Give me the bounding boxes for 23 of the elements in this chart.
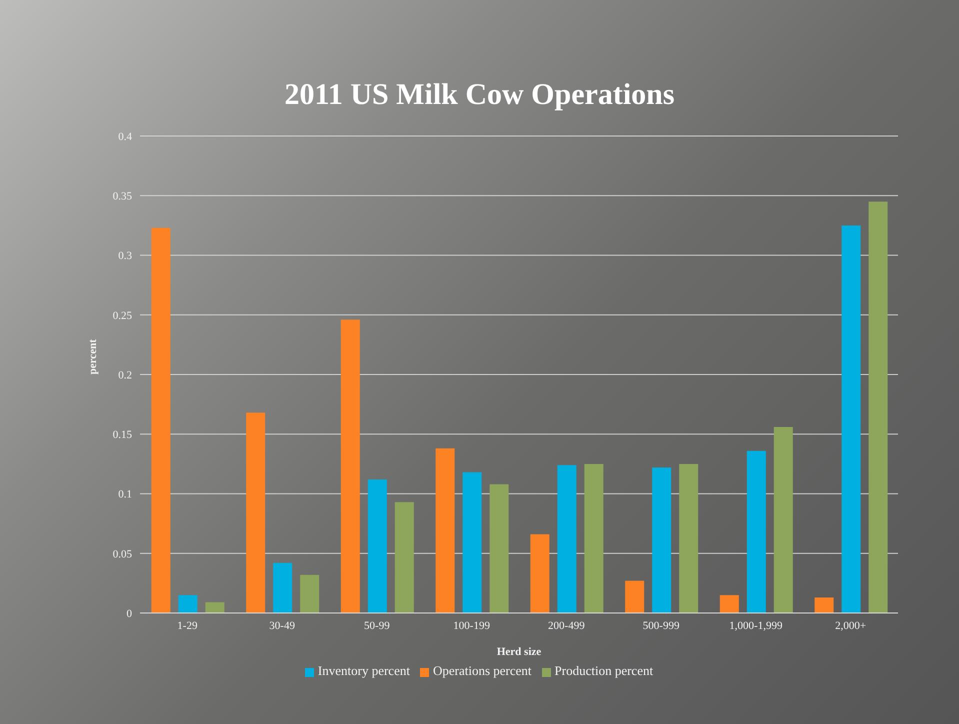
y-tick-label: 0.35 — [112, 190, 132, 203]
y-tick-label: 0.3 — [118, 250, 132, 262]
x-tick-label: 500-999 — [642, 620, 680, 632]
x-axis-title: Herd size — [496, 646, 542, 658]
x-tick-label: 30-49 — [269, 620, 296, 632]
y-tick-label: 0.25 — [112, 310, 132, 322]
legend-label: Inventory percent — [318, 663, 410, 678]
legend-label: Operations percent — [432, 663, 532, 678]
x-tick-label: 200-499 — [548, 620, 586, 632]
y-tick-label: 0.4 — [118, 130, 132, 143]
x-tick-label: 1-29 — [177, 620, 198, 632]
y-tick-label: 0.2 — [118, 369, 132, 382]
legend-label: Production percent — [554, 663, 654, 678]
y-tick-label: 0.05 — [112, 548, 132, 560]
y-tick-label: 0.15 — [112, 429, 132, 442]
chart-title: 2011 US Milk Cow Operations — [283, 78, 676, 112]
x-tick-label: 1,000-1,999 — [729, 620, 783, 632]
y-tick-label: 0 — [126, 608, 132, 620]
x-tick-label: 50-99 — [364, 620, 390, 632]
x-tick-label: 100-199 — [453, 620, 490, 632]
y-tick-label: 0.1 — [118, 488, 132, 501]
y-axis-title: percent — [86, 338, 99, 374]
x-tick-label: 2,000+ — [835, 620, 866, 632]
